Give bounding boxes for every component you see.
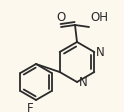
Text: F: F: [27, 102, 34, 112]
Text: N: N: [78, 75, 87, 88]
Text: OH: OH: [90, 11, 108, 24]
Text: N: N: [96, 45, 105, 58]
Text: O: O: [56, 11, 66, 24]
